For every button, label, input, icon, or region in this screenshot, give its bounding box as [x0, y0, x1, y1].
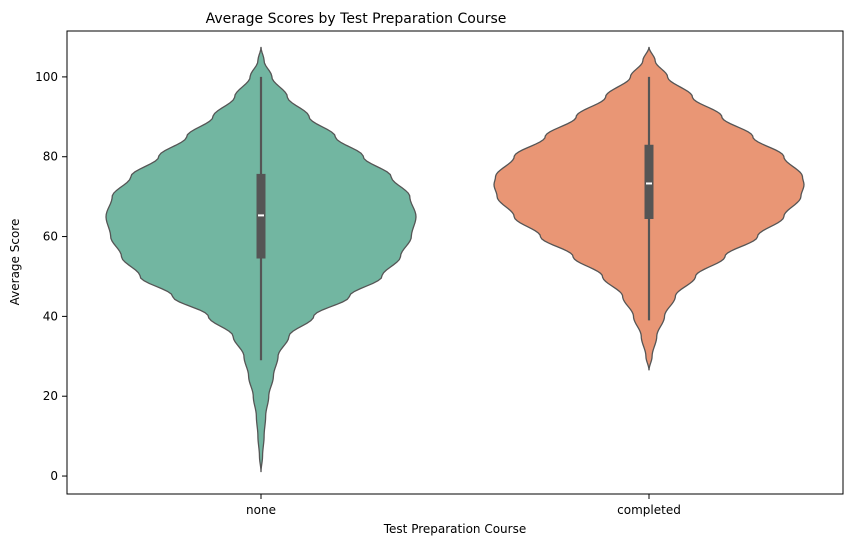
y-tick-label: 20 — [43, 389, 58, 403]
y-tick-label: 80 — [43, 150, 58, 164]
iqr-box-completed — [644, 144, 654, 219]
y-axis: 0 20 40 60 80 100 — [35, 70, 67, 483]
y-axis-label: Average Score — [8, 219, 22, 306]
x-tick-label: completed — [617, 503, 681, 517]
x-tick-label: none — [246, 503, 276, 517]
x-axis-label: Test Preparation Course — [383, 522, 526, 536]
plot-frame — [66, 30, 844, 495]
y-tick-label: 60 — [43, 230, 58, 244]
y-tick-label: 100 — [35, 70, 58, 84]
y-tick-label: 40 — [43, 309, 58, 323]
chart-title: Average Scores by Test Preparation Cours… — [206, 11, 507, 27]
y-tick-label: 0 — [50, 469, 58, 483]
plot-area — [105, 46, 805, 473]
x-axis: none completed — [246, 494, 681, 517]
